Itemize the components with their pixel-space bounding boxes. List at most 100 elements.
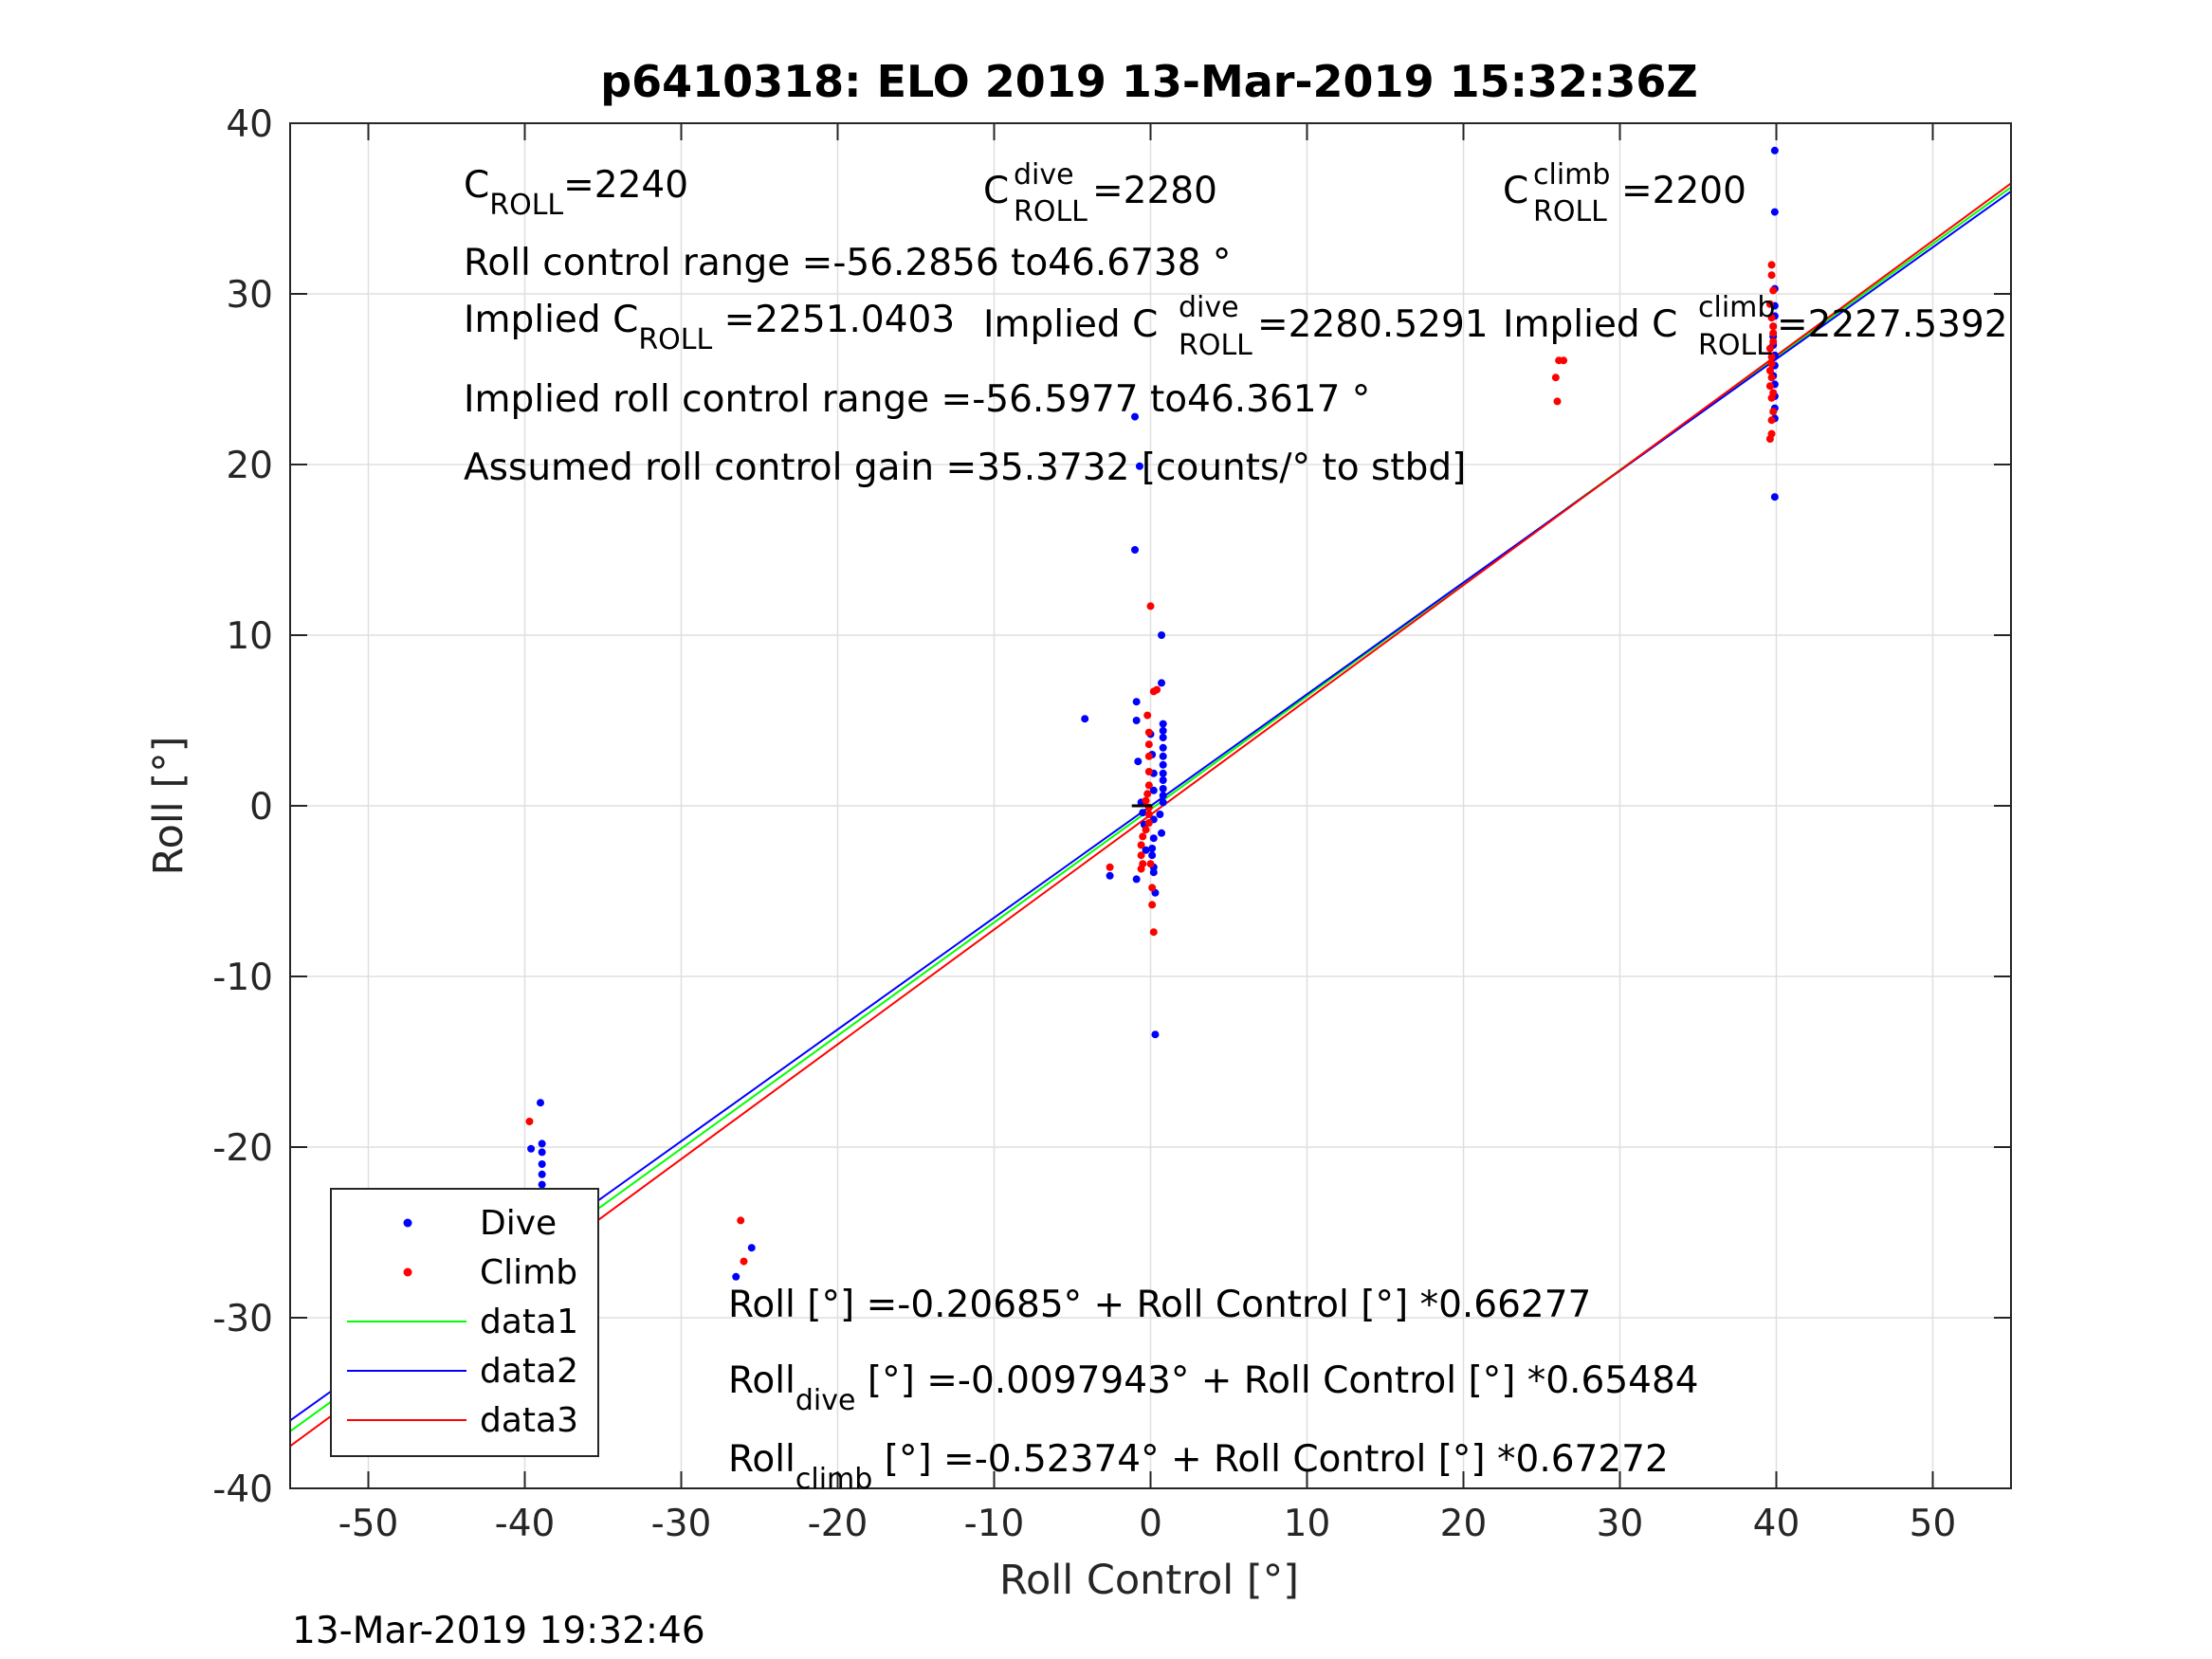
legend-data1-label: data1	[480, 1303, 578, 1341]
tick-marks	[290, 122, 2011, 1489]
dive-point	[1159, 752, 1167, 760]
dive-point	[1131, 546, 1139, 554]
dive-point	[1159, 785, 1167, 793]
climb-point	[1146, 602, 1155, 611]
x-tick-label: -10	[964, 1503, 1025, 1545]
dive-point	[732, 1272, 740, 1281]
climb-point	[1142, 826, 1150, 834]
footer-timestamp: 13-Mar-2019 19:32:46	[292, 1610, 705, 1652]
dive-point	[1159, 798, 1167, 807]
dive-point	[1134, 757, 1143, 766]
dive-point	[1159, 734, 1167, 741]
dive-point	[1149, 834, 1158, 843]
data-points	[522, 146, 1779, 1339]
climb-point	[1767, 314, 1776, 322]
x-tick-label: 40	[1753, 1503, 1801, 1545]
climb-point	[1767, 374, 1776, 382]
climb-point	[740, 1257, 748, 1266]
dive-point	[1148, 845, 1157, 852]
x-tick-label: -50	[338, 1503, 399, 1545]
legend: Dive Climb data1 data2 data3	[330, 1188, 599, 1457]
climb-point	[1148, 884, 1157, 892]
climb-point	[1143, 711, 1152, 720]
x-tick-label: 10	[1284, 1503, 1331, 1545]
dive-point	[538, 1180, 546, 1189]
dive-point	[1156, 811, 1164, 818]
climb-point	[1767, 416, 1776, 425]
chart-title: p6410318: ELO 2019 13-Mar-2019 15:32:36Z	[600, 56, 1698, 107]
annotation-roll-control-range: Roll control range =-56.2856 to46.6738 °	[464, 242, 1231, 284]
dive-point	[1770, 493, 1779, 501]
x-tick-label: -20	[808, 1503, 868, 1545]
dive-point	[1081, 715, 1089, 723]
dive-point	[1159, 726, 1167, 735]
dive-point	[527, 1144, 536, 1153]
dive-point	[1132, 717, 1141, 724]
climb-point	[1137, 851, 1145, 860]
dive-point	[1159, 720, 1167, 728]
dive-point	[1106, 871, 1114, 880]
climb-point	[1144, 781, 1153, 790]
svg-text:=2200: =2200	[1621, 170, 1746, 212]
dive-point	[1149, 786, 1158, 794]
legend-climb-marker	[403, 1267, 412, 1277]
climb-point	[1551, 374, 1560, 382]
annotation-c-roll-climb: C climb ROLL =2200	[1503, 158, 1746, 228]
dive-point	[538, 1160, 546, 1168]
climb-point	[1137, 865, 1145, 873]
climb-point	[1767, 261, 1776, 269]
climb-point	[1142, 796, 1150, 805]
svg-text:ROLL: ROLL	[1698, 329, 1772, 362]
annotation-implied-c-roll-dive: Implied C dive ROLL =2280.5291	[983, 291, 1489, 362]
svg-text:=2280.5291: =2280.5291	[1257, 303, 1489, 346]
x-tick-label: 0	[1139, 1503, 1162, 1545]
dive-point	[747, 1244, 756, 1252]
annotation-c-roll-dive: C dive ROLL =2280	[983, 158, 1217, 228]
climb-point	[1106, 863, 1114, 871]
dive-point	[1135, 462, 1143, 470]
legend-climb-label: Climb	[480, 1253, 577, 1292]
climb-point	[1769, 286, 1778, 295]
svg-text:=2227.5392: =2227.5392	[1777, 303, 2008, 346]
x-tick-label: 50	[1910, 1503, 1957, 1545]
climb-point	[1137, 841, 1145, 849]
y-axis-label: Roll [°]	[145, 737, 192, 876]
dive-point	[538, 1170, 546, 1178]
dive-point	[1159, 776, 1167, 784]
annotation-implied-roll-control-range: Implied roll control range =-56.5977 to4…	[464, 378, 1370, 421]
dive-point	[1142, 846, 1150, 854]
dive-point	[1139, 809, 1147, 817]
y-tick-label: 10	[226, 615, 273, 658]
climb-point	[1767, 353, 1776, 361]
annotation-implied-c-roll-climb: Implied C climb ROLL =2227.5392	[1503, 291, 2008, 362]
annotation-fit-all: Roll [°] =-0.20685° + Roll Control [°] *…	[728, 1284, 1591, 1326]
dive-point	[1770, 208, 1779, 216]
climb-point	[1553, 397, 1562, 406]
dive-point	[1131, 412, 1139, 421]
y-tick-label: 0	[249, 786, 273, 829]
climb-point	[1769, 337, 1778, 346]
svg-text:ROLL: ROLL	[1014, 195, 1088, 228]
climb-point	[1143, 790, 1152, 798]
dive-point	[1151, 1030, 1160, 1039]
legend-dive-marker	[403, 1218, 412, 1228]
svg-text:Implied C: Implied C	[1503, 303, 1677, 346]
y-tick-labels: -40 -30 -20 -10 0 10 20 30 40	[212, 103, 273, 1511]
y-tick-label: 20	[226, 445, 273, 487]
climb-point	[1765, 382, 1774, 391]
dive-point	[1770, 146, 1779, 155]
climb-point	[1149, 687, 1158, 696]
dive-point	[537, 1099, 544, 1107]
climb-point	[1144, 819, 1153, 827]
climb-point	[1765, 367, 1774, 374]
svg-text:dive: dive	[1179, 291, 1239, 324]
climb-point	[1769, 322, 1778, 331]
dive-point	[1148, 851, 1157, 860]
climb-point	[737, 1216, 745, 1225]
svg-text:=2280: =2280	[1092, 170, 1217, 212]
svg-text:dive: dive	[1014, 158, 1074, 191]
svg-text:ROLL: ROLL	[1533, 195, 1607, 228]
climb-point	[1139, 832, 1147, 841]
dive-point	[1159, 760, 1167, 769]
legend-data2-label: data2	[480, 1352, 578, 1391]
